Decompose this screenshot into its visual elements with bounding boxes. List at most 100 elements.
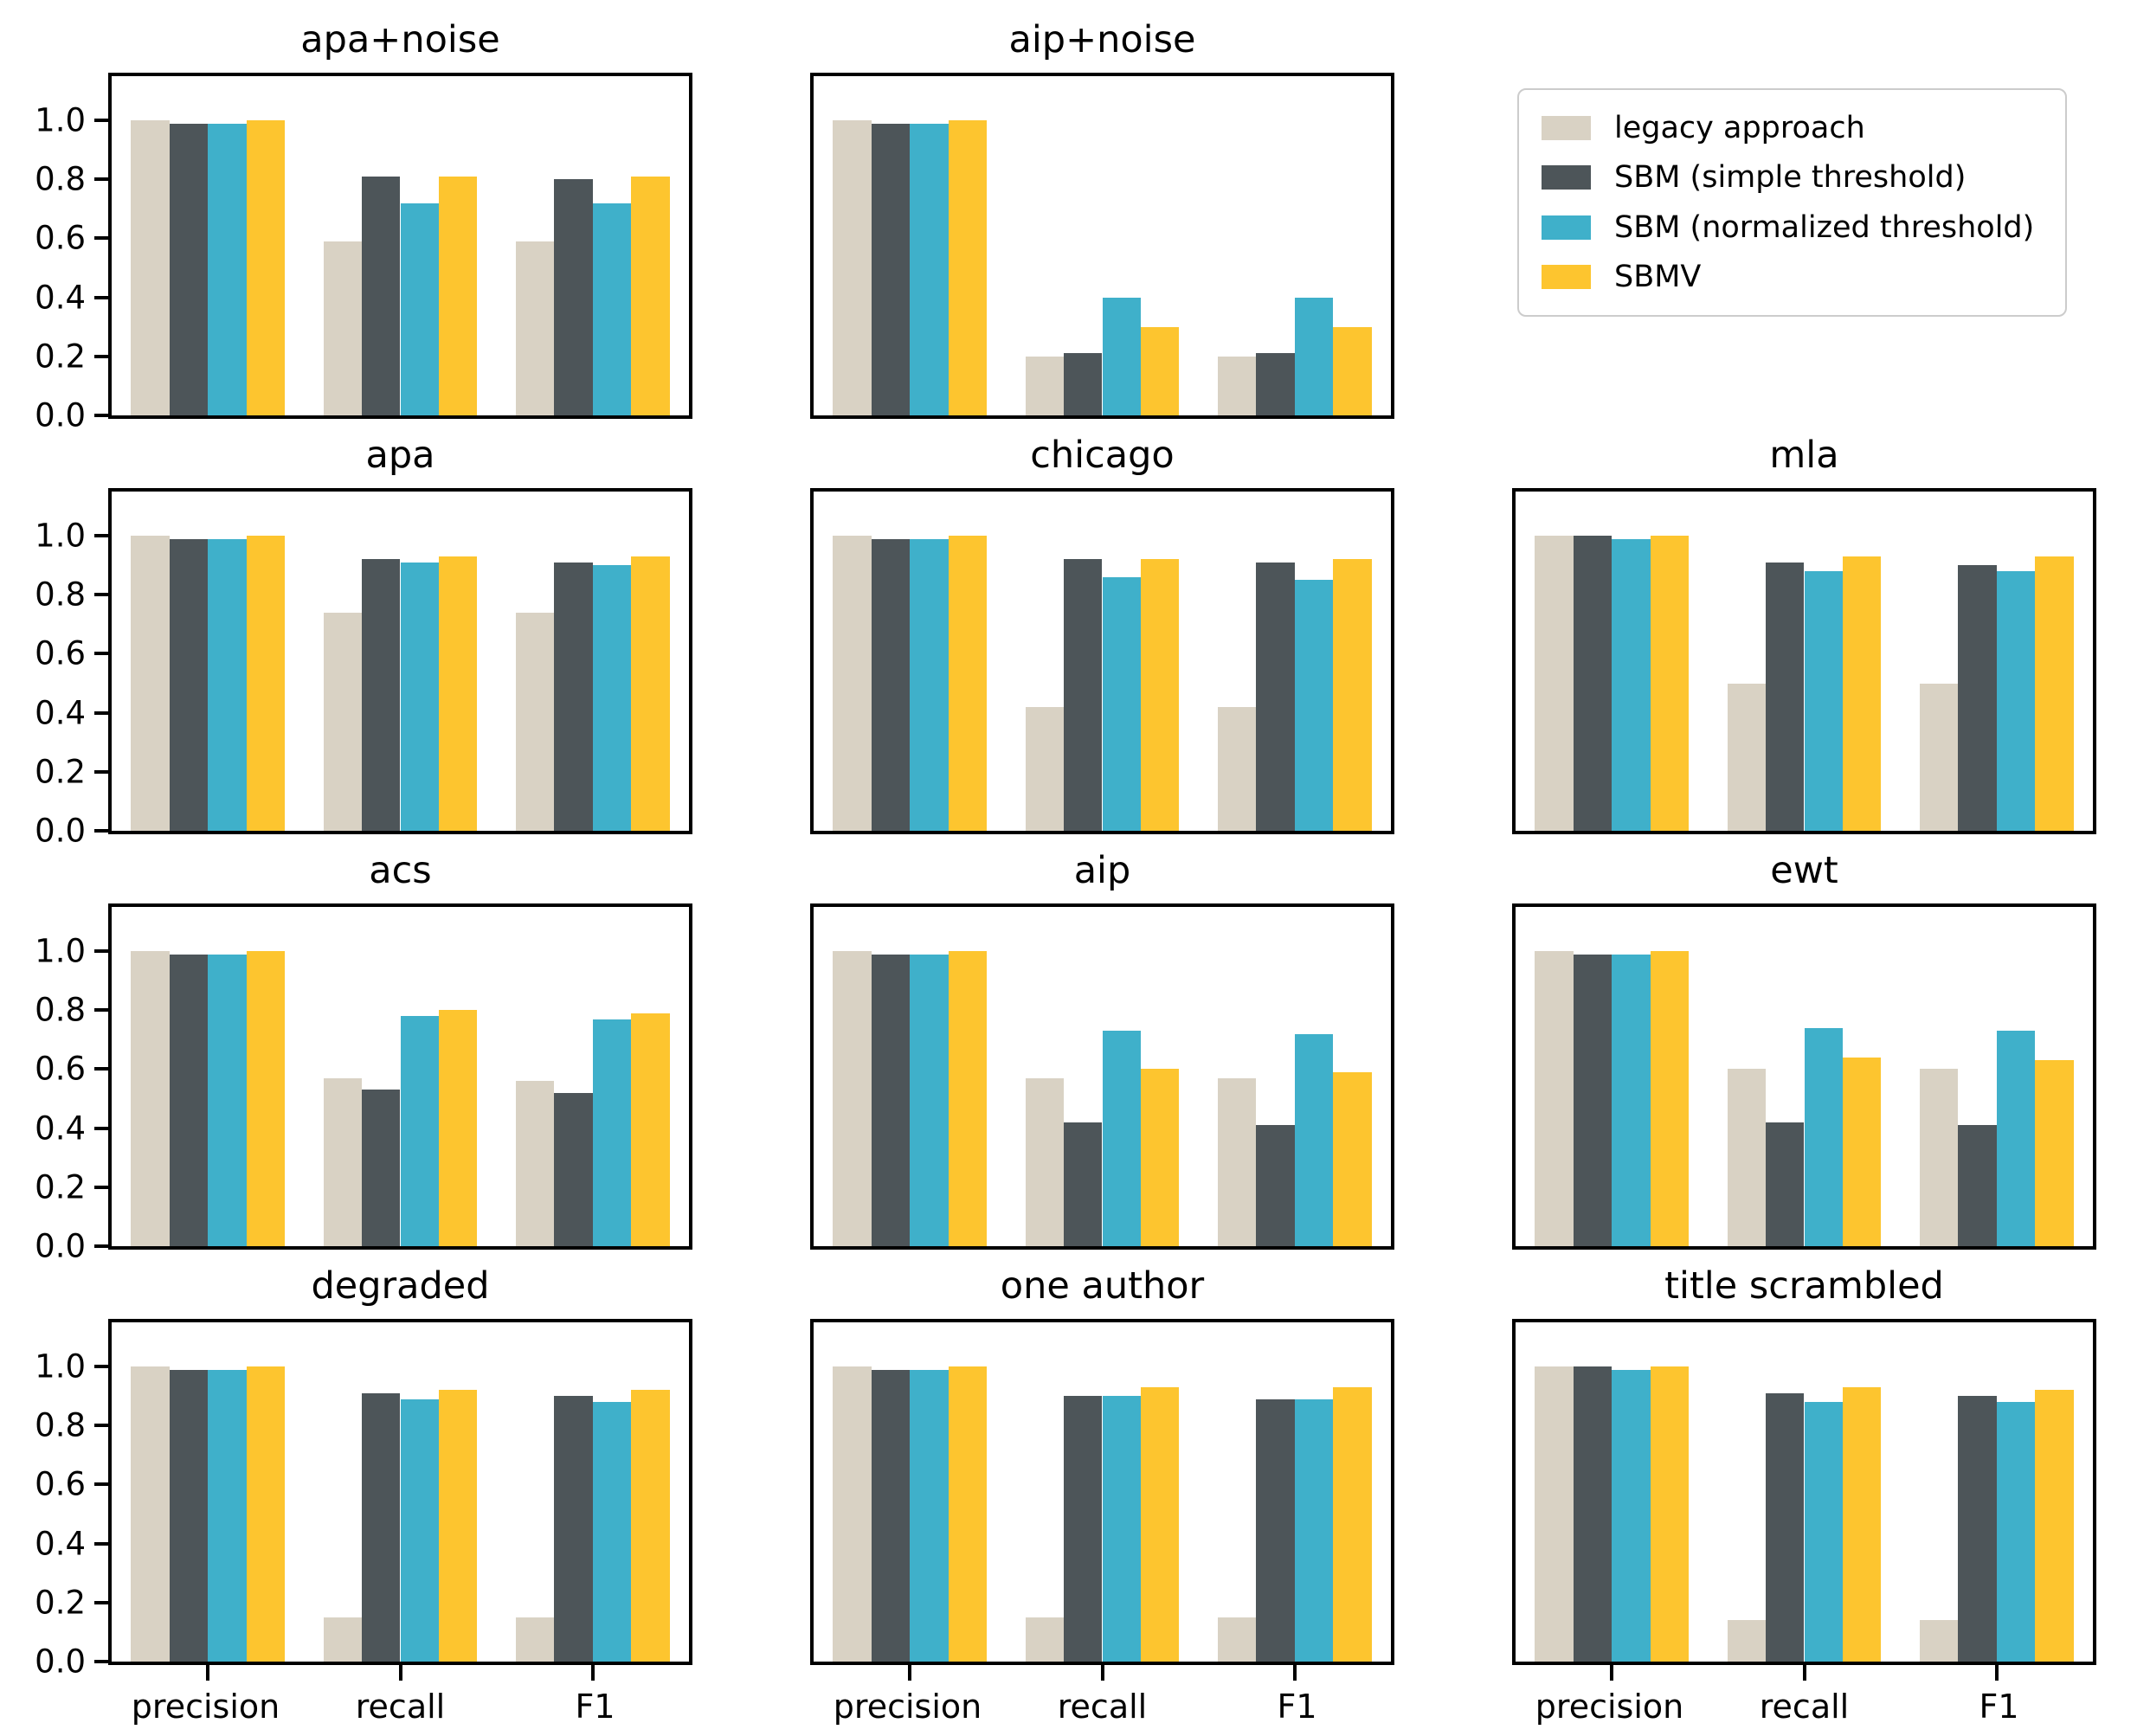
bar-sbm-normalized-threshold (1102, 1031, 1141, 1246)
bar-sbm-simple-threshold (554, 1092, 593, 1246)
bar-sbm-normalized-threshold (910, 1369, 949, 1662)
chart-title: one author (1000, 1263, 1205, 1308)
bar-sbmv (1650, 1366, 1690, 1662)
y-tick-label: 0.6 (35, 1465, 86, 1503)
x-tick-mark (1100, 1665, 1104, 1681)
bar-legacy-approach (1727, 1620, 1767, 1662)
bar-sbm-normalized-threshold (1294, 297, 1334, 415)
bar-legacy-approach (1025, 356, 1065, 415)
plot-area (1512, 488, 2096, 834)
x-axis-labels: precision recall F1 (1512, 1665, 2096, 1731)
bar-legacy-approach (323, 241, 363, 415)
x-tick-mark (1292, 1665, 1297, 1681)
bar-legacy-approach (131, 1366, 170, 1662)
x-axis-labels: precision recall F1 (108, 1665, 692, 1731)
bar-sbm-normalized-threshold (1804, 1027, 1843, 1246)
bar-sbm-simple-threshold (1064, 1396, 1103, 1662)
bar-sbmv (438, 556, 478, 831)
plot-area: 1.0 0.8 0.6 0.4 0.2 0.0 (35, 1319, 692, 1681)
bar-sbm-simple-threshold (1573, 954, 1612, 1246)
y-tick-mark (94, 593, 108, 597)
chart-title: aip (1073, 848, 1131, 892)
bar-sbm-simple-threshold (871, 123, 911, 415)
chart-title: title scrambled (1664, 1263, 1944, 1308)
bar-sbm-normalized-threshold (1294, 1398, 1334, 1662)
plot-area (1512, 1319, 2096, 1681)
y-tick-mark (94, 949, 108, 954)
bar-legacy-approach (833, 536, 872, 831)
y-tick-label: 0.4 (35, 1525, 86, 1563)
y-tick-mark (94, 829, 108, 833)
chart-mla: mla (1512, 422, 2096, 834)
y-tick-label: 1.0 (35, 101, 86, 139)
y-tick-mark (94, 1600, 108, 1604)
bar-sbm-normalized-threshold (592, 203, 632, 415)
y-tick-label: 0.4 (35, 1109, 86, 1148)
y-tick-mark (94, 354, 108, 358)
bar-sbmv (1650, 536, 1690, 831)
bar-legacy-approach (131, 536, 170, 831)
bar-sbmv (1842, 556, 1882, 831)
bar-legacy-approach (1535, 951, 1574, 1246)
bar-sbm-normalized-threshold (208, 538, 247, 831)
bar-sbm-simple-threshold (871, 538, 911, 831)
bar-legacy-approach (1217, 706, 1257, 831)
chart-title: aip+noise (1008, 17, 1196, 61)
y-tick-label: 0.6 (35, 1050, 86, 1088)
bar-sbm-normalized-threshold (1804, 1402, 1843, 1662)
y-tick-label: 0.8 (35, 160, 86, 198)
bar-sbm-simple-threshold (1958, 1396, 1997, 1662)
bar-sbm-simple-threshold (554, 562, 593, 831)
bar-sbmv (948, 120, 988, 415)
y-tick-label: 0.4 (35, 694, 86, 732)
bar-legacy-approach (1217, 356, 1257, 415)
bar-sbmv (631, 1390, 670, 1662)
bar-sbmv (246, 120, 286, 415)
bar-sbmv (948, 536, 988, 831)
y-tick-mark (94, 236, 108, 241)
chart-ewt: ewt (1512, 838, 2096, 1250)
bar-legacy-approach (833, 120, 872, 415)
bar-sbm-normalized-threshold (1294, 1033, 1334, 1246)
y-tick-label: 0.0 (35, 812, 86, 850)
bar-sbm-normalized-threshold (910, 538, 949, 831)
chart-aip-noise: aip+noise (810, 7, 1394, 419)
y-tick-mark (94, 295, 108, 299)
bar-sbm-simple-threshold (1573, 536, 1612, 831)
bar-sbmv (1140, 1387, 1180, 1662)
bar-sbm-simple-threshold (169, 538, 209, 831)
bar-legacy-approach (1919, 1069, 1959, 1246)
x-tick-mark (1610, 1665, 1614, 1681)
y-tick-mark (94, 1365, 108, 1369)
y-tick-label: 1.0 (35, 517, 86, 555)
bar-sbm-normalized-threshold (1996, 571, 2036, 831)
bar-sbm-normalized-threshold (1102, 576, 1141, 831)
bar-sbm-simple-threshold (554, 1396, 593, 1662)
y-tick-label: 0.6 (35, 219, 86, 257)
bar-sbmv (438, 1010, 478, 1246)
bar-sbm-normalized-threshold (400, 1398, 439, 1662)
y-tick-mark (94, 1008, 108, 1013)
bar-sbmv (1842, 1057, 1882, 1246)
bar-legacy-approach (1217, 1617, 1257, 1662)
bar-sbmv (246, 951, 286, 1246)
y-tick-label: 0.0 (35, 396, 86, 434)
chart-acs: acs 1.0 0.8 0.6 0.4 0.2 0.0 (35, 838, 692, 1263)
bar-sbm-normalized-threshold (1294, 580, 1334, 831)
bar-sbm-normalized-threshold (1102, 1396, 1141, 1662)
bar-sbmv (1333, 326, 1372, 415)
bar-sbm-simple-threshold (1958, 1125, 1997, 1246)
y-tick-mark (94, 177, 108, 182)
x-tick-label-f1: F1 (1277, 1688, 1317, 1726)
x-tick-mark (1994, 1665, 1999, 1681)
bar-sbm-simple-threshold (1256, 353, 1295, 415)
legend-item-sbmv: SBMV (1542, 260, 2034, 294)
bar-sbmv (1333, 1387, 1372, 1662)
bar-sbm-normalized-threshold (910, 123, 949, 415)
bar-legacy-approach (1919, 1620, 1959, 1662)
legend-item-legacy-approach: legacy approach (1542, 111, 2034, 145)
chart-title: chicago (1030, 433, 1175, 477)
chart-title: ewt (1770, 848, 1838, 892)
bar-sbm-simple-threshold (1766, 1392, 1805, 1662)
